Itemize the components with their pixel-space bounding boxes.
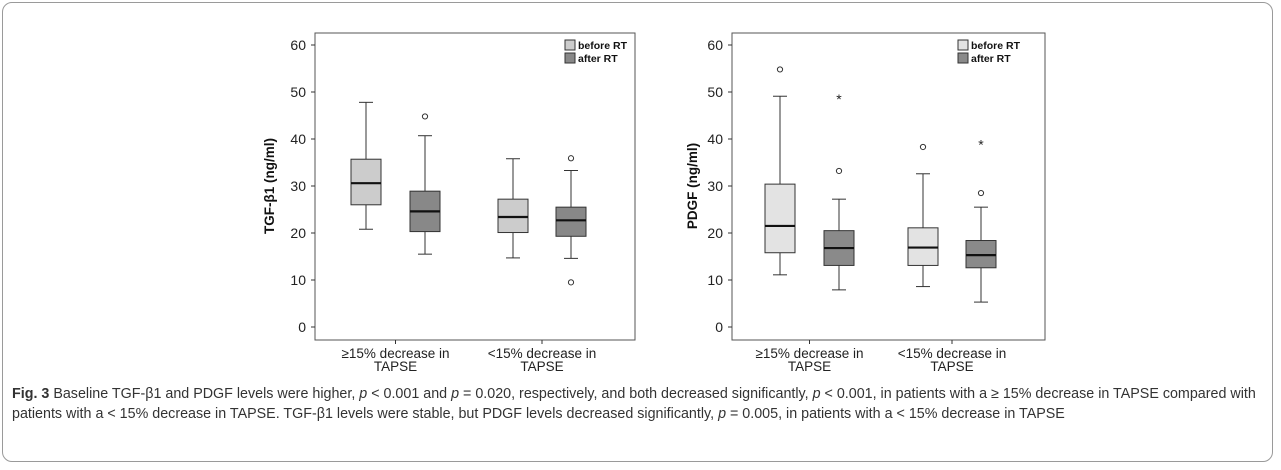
y-axis-label: PDGF (ng/ml) (685, 143, 700, 229)
box-after-rt (409, 113, 441, 255)
extreme-point: * (836, 91, 842, 107)
outlier-point (835, 167, 843, 175)
y-tick-label: 50 (707, 84, 723, 100)
legend-label: after RT (578, 53, 618, 65)
outlier-point (567, 279, 575, 286)
caption-text-1: Baseline TGF-β1 and PDGF levels were hig… (49, 386, 360, 402)
caption-p-4: p (718, 406, 727, 422)
legend-label: before RT (578, 40, 628, 52)
iqr-box (350, 158, 382, 206)
outlier-point (977, 189, 985, 197)
legend-label: before RT (971, 40, 1021, 52)
box-before-rt (907, 143, 939, 288)
figure-caption: Fig. 3 Baseline TGF-β1 and PDGF levels w… (12, 384, 1262, 424)
y-tick-label: 40 (707, 131, 723, 147)
outlier-point (567, 155, 575, 162)
outlier-point (421, 113, 429, 120)
box-after-rt: * (965, 137, 997, 303)
legend-swatch (564, 39, 576, 51)
caption-text-3: = 0.020, respectively, and both decrease… (459, 386, 813, 402)
legend-swatch (564, 52, 576, 64)
box-before-rt (764, 66, 796, 276)
outlier-point (776, 66, 784, 73)
x-category-label: <15% decrease in TAPSE (488, 346, 596, 374)
x-category-label: <15% decrease in TAPSE (898, 346, 1006, 374)
y-tick-label: 40 (290, 131, 306, 147)
y-tick-label: 20 (290, 225, 306, 241)
box-before-rt (350, 101, 382, 230)
figure-frame (2, 2, 1273, 462)
caption-text-4: < 0.001, in patients with a ≥ 15% decrea… (12, 386, 1256, 422)
iqr-box (497, 198, 529, 234)
box-after-rt (555, 155, 587, 286)
y-tick-label: 0 (715, 319, 723, 335)
y-axis-label: TGF-β1 (ng/ml) (262, 138, 277, 234)
legend-swatch (957, 39, 969, 51)
x-category-label: ≥15% decrease in TAPSE (756, 346, 864, 374)
y-tick-label: 50 (290, 84, 306, 100)
pdgf-boxplot: 0 10 20 30 40 50 60 PDGF (ng/ml) ≥15% decrease i… (685, 32, 1046, 374)
y-tick-label: 10 (707, 272, 723, 288)
y-tick-label: 30 (290, 178, 306, 194)
legend-swatch (957, 52, 969, 64)
y-tick-label: 60 (290, 37, 306, 53)
caption-p-2: p (451, 386, 460, 402)
y-tick-label: 0 (298, 319, 306, 335)
iqr-box (764, 183, 796, 254)
caption-text-5: = 0.005, in patients with a < 15% decrea… (726, 406, 1065, 422)
legend-label: after RT (971, 53, 1011, 65)
y-tick-label: 60 (707, 37, 723, 53)
iqr-box (555, 206, 587, 237)
extreme-point: * (978, 137, 984, 153)
tgf-beta1-boxplot: 0 10 20 30 40 50 60 TGF-β1 (ng/ml) ≥15% decrease… (262, 32, 636, 374)
figure-label: Fig. 3 (12, 386, 50, 402)
y-tick-label: 30 (707, 178, 723, 194)
caption-p-3: p (812, 386, 821, 402)
caption-text-2: < 0.001 and (367, 386, 452, 402)
y-tick-label: 20 (707, 225, 723, 241)
outlier-point (919, 143, 927, 151)
box-after-rt: * (823, 91, 855, 291)
box-before-rt (497, 158, 529, 259)
x-category-label: ≥15% decrease in TAPSE (342, 346, 450, 374)
y-tick-label: 10 (290, 272, 306, 288)
caption-p-1: p (359, 386, 368, 402)
